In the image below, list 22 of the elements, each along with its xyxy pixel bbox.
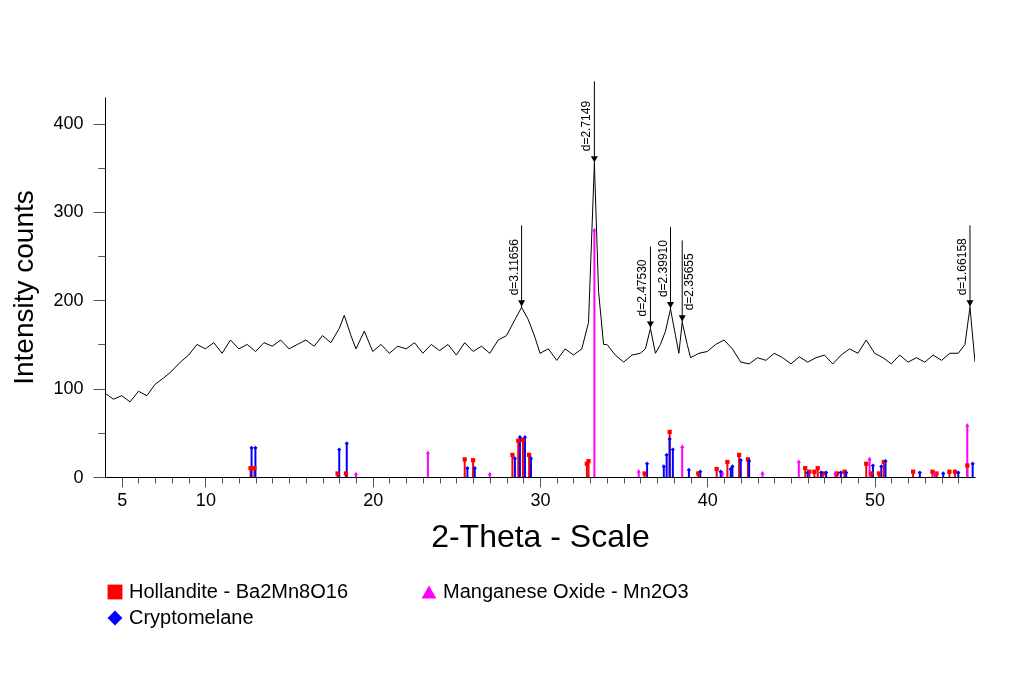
x-tick-label: 5 — [117, 489, 128, 510]
x-tick-label: 30 — [530, 489, 551, 510]
annotation: d=3.11656 — [506, 238, 521, 296]
x-tick-label: 20 — [363, 489, 384, 510]
annotation: d=2.7149 — [579, 100, 594, 152]
y-tick-label: 0 — [73, 466, 84, 487]
y-tick-label: 100 — [53, 378, 84, 399]
annotation: d=1.66158 — [954, 237, 969, 296]
x-tick-label: 50 — [865, 489, 886, 510]
x-tick-label: 10 — [195, 489, 216, 510]
annotation: d=2.35655 — [682, 252, 697, 311]
annotation: d=2.47530 — [635, 259, 650, 317]
y-tick-label: 300 — [53, 201, 84, 222]
x-tick-label: 40 — [697, 489, 718, 510]
legend-label: Manganese Oxide - Mn2O3 — [443, 580, 689, 602]
y-tick-label: 200 — [53, 289, 84, 310]
y-axis-title: Intensity counts — [8, 190, 40, 385]
annotation: d=2.39910 — [655, 239, 670, 298]
legend-label: Cryptomelane — [129, 606, 254, 628]
legend-label: Hollandite - Ba2Mn8O16 — [129, 580, 349, 602]
x-axis-title: 2-Theta - Scale — [431, 517, 650, 554]
y-tick-label: 400 — [53, 113, 84, 134]
